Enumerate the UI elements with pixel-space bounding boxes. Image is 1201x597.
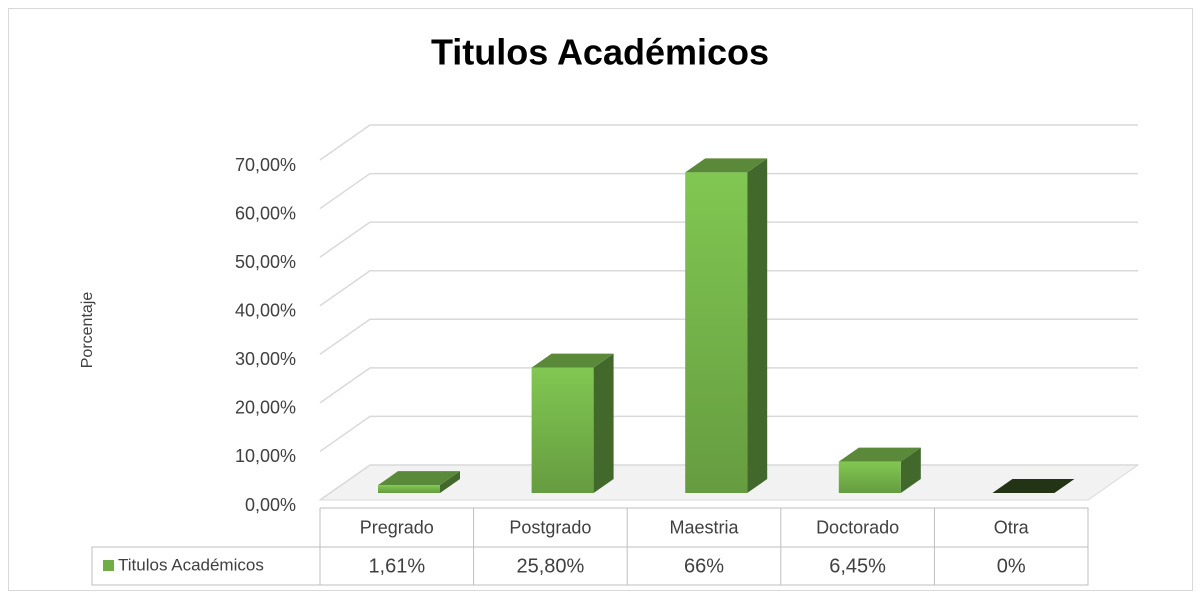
value-label: 25,80% [516, 555, 584, 577]
x-tick-label: Pregrado [360, 517, 434, 537]
y-tick-label: 0,00% [245, 495, 296, 515]
x-tick-label: Doctorado [816, 517, 899, 537]
value-label: 66% [684, 555, 724, 577]
grid-line [319, 415, 1138, 453]
bar-side [747, 158, 768, 493]
value-label: 6,45% [829, 555, 886, 577]
bar-top [992, 479, 1075, 493]
bar-front [531, 367, 594, 493]
bar-side [593, 353, 614, 493]
grid-line [319, 269, 1138, 307]
bar [531, 353, 614, 493]
bar-front [838, 461, 901, 493]
bar [378, 471, 460, 493]
y-tick-label: 10,00% [235, 446, 296, 466]
bar-front [685, 172, 748, 493]
bar [838, 447, 921, 493]
y-tick-label: 40,00% [235, 300, 296, 320]
grid-line [319, 221, 1138, 258]
bar-top [531, 353, 614, 368]
y-axis-label: Porcentaje [79, 292, 96, 369]
value-label: 0% [997, 555, 1026, 577]
bar-front [378, 485, 440, 493]
chart-border [8, 8, 1193, 591]
bar-top [685, 158, 768, 173]
legend-label: Titulos Académicos [118, 555, 264, 574]
x-tick-label: Otra [994, 517, 1030, 537]
y-tick-label: 20,00% [235, 398, 296, 418]
bar-side [440, 471, 460, 493]
y-tick-label: 60,00% [235, 203, 296, 223]
legend-swatch [103, 560, 114, 571]
chart-title: Titulos Académicos [431, 32, 769, 73]
bar-top [838, 447, 921, 462]
bar-top [378, 471, 460, 486]
y-tick-label: 50,00% [235, 252, 296, 272]
bar-side [900, 447, 921, 493]
y-tick-label: 70,00% [235, 155, 296, 175]
grid-line [319, 318, 1138, 355]
value-label: 1,61% [368, 555, 425, 577]
grid-line [319, 172, 1138, 210]
x-tick-label: Postgrado [509, 517, 591, 537]
grid-line [319, 124, 1138, 161]
y-tick-label: 30,00% [235, 349, 296, 369]
grid-line [319, 367, 1138, 404]
bar [685, 158, 768, 493]
x-tick-label: Maestria [669, 517, 739, 537]
bar [992, 479, 1075, 493]
